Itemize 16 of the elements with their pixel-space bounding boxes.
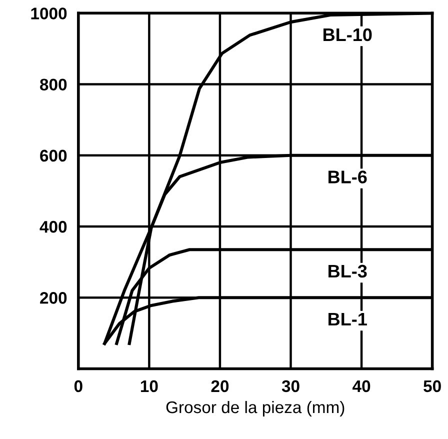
x-tick-label: 30 (282, 380, 300, 392)
x-tick-label: 40 (352, 380, 370, 392)
y-tick-label: 200 (40, 292, 67, 304)
series-label: BL-6 (328, 170, 367, 184)
x-tick-label: 20 (211, 380, 229, 392)
series-label: BL-1 (328, 313, 367, 326)
x-tick-label: 50 (424, 380, 441, 392)
x-axis-title: Grosor de la pieza (mm) (166, 400, 344, 416)
x-tick-label: 0 (74, 380, 82, 392)
y-tick-label: 800 (40, 78, 67, 90)
x-tick-label: 10 (140, 380, 158, 392)
y-tick-label: 400 (40, 220, 67, 233)
y-tick-label: 600 (40, 150, 67, 162)
series-label: BL-3 (328, 264, 367, 278)
y-tick-label: 1000 (31, 8, 67, 20)
series-label: BL-10 (324, 28, 372, 42)
